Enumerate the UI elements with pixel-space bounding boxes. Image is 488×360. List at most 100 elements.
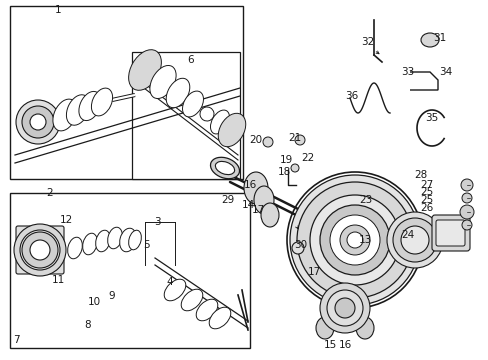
Text: 20: 20 [249, 135, 262, 145]
Circle shape [14, 224, 66, 276]
Text: 12: 12 [59, 215, 73, 225]
Ellipse shape [209, 307, 230, 329]
Ellipse shape [210, 110, 229, 134]
Text: 25: 25 [420, 187, 433, 197]
Text: 36: 36 [345, 91, 358, 101]
Circle shape [392, 218, 436, 262]
Circle shape [339, 225, 369, 255]
Bar [132, 52, 240, 179]
Bar [10, 6, 243, 179]
Circle shape [289, 175, 419, 305]
Text: 24: 24 [401, 230, 414, 240]
Circle shape [296, 182, 412, 298]
Ellipse shape [196, 299, 217, 321]
Circle shape [30, 240, 50, 260]
Ellipse shape [128, 230, 141, 250]
Text: 23: 23 [359, 195, 372, 205]
Text: 7: 7 [13, 335, 19, 345]
FancyBboxPatch shape [431, 215, 469, 251]
Ellipse shape [420, 33, 438, 47]
Ellipse shape [166, 78, 189, 108]
Text: 33: 33 [401, 67, 414, 77]
Text: 17: 17 [307, 267, 320, 277]
Circle shape [319, 205, 389, 275]
Circle shape [22, 232, 58, 268]
Text: 5: 5 [143, 240, 150, 250]
Circle shape [20, 230, 60, 270]
Circle shape [28, 238, 52, 262]
Ellipse shape [107, 227, 122, 249]
Ellipse shape [79, 91, 101, 121]
Ellipse shape [315, 317, 333, 339]
Text: 28: 28 [413, 170, 427, 180]
Text: 19: 19 [279, 155, 292, 165]
Circle shape [309, 195, 399, 285]
FancyBboxPatch shape [16, 226, 64, 274]
Text: 35: 35 [425, 113, 438, 123]
Text: 18: 18 [277, 167, 290, 177]
Circle shape [30, 114, 46, 130]
Text: 11: 11 [51, 275, 64, 285]
Circle shape [319, 283, 369, 333]
Text: 6: 6 [187, 55, 194, 65]
Circle shape [22, 106, 54, 138]
Circle shape [460, 179, 472, 191]
Ellipse shape [66, 95, 89, 125]
Ellipse shape [253, 186, 273, 214]
Ellipse shape [181, 289, 203, 311]
Text: 14: 14 [241, 200, 254, 210]
Text: 34: 34 [439, 67, 452, 77]
Ellipse shape [96, 230, 110, 252]
Ellipse shape [120, 228, 136, 252]
Text: 22: 22 [301, 153, 314, 163]
Text: 1: 1 [55, 5, 61, 15]
Circle shape [290, 164, 298, 172]
Circle shape [326, 290, 362, 326]
Ellipse shape [200, 107, 214, 121]
Ellipse shape [215, 161, 234, 175]
Text: 27: 27 [420, 180, 433, 190]
Ellipse shape [261, 203, 279, 227]
Circle shape [33, 243, 47, 257]
Text: 16: 16 [243, 180, 256, 190]
Text: 16: 16 [338, 340, 351, 350]
Ellipse shape [53, 99, 77, 131]
Circle shape [263, 137, 272, 147]
Text: 29: 29 [221, 195, 234, 205]
Text: 13: 13 [358, 235, 371, 245]
Text: 25: 25 [420, 195, 433, 205]
Ellipse shape [67, 237, 82, 259]
Ellipse shape [91, 88, 112, 116]
Text: 31: 31 [432, 33, 446, 43]
Circle shape [386, 212, 442, 268]
Text: 4: 4 [166, 277, 173, 287]
Ellipse shape [355, 317, 373, 339]
Circle shape [16, 100, 60, 144]
Text: 32: 32 [361, 37, 374, 47]
Bar [10, 193, 249, 348]
Circle shape [461, 193, 471, 203]
Ellipse shape [210, 157, 239, 179]
Circle shape [329, 215, 379, 265]
Ellipse shape [218, 113, 245, 147]
Text: 3: 3 [153, 217, 160, 227]
FancyBboxPatch shape [435, 220, 464, 246]
Circle shape [459, 205, 473, 219]
Ellipse shape [182, 91, 203, 117]
Text: 21: 21 [288, 133, 301, 143]
Ellipse shape [82, 233, 97, 255]
Ellipse shape [244, 172, 267, 204]
Ellipse shape [128, 50, 161, 90]
Circle shape [294, 135, 305, 145]
Ellipse shape [150, 66, 176, 99]
Circle shape [291, 242, 304, 254]
Ellipse shape [164, 279, 185, 301]
Text: 9: 9 [108, 291, 115, 301]
Circle shape [461, 220, 471, 230]
Text: 26: 26 [420, 203, 433, 213]
Circle shape [334, 298, 354, 318]
Text: 30: 30 [294, 240, 307, 250]
Text: 10: 10 [87, 297, 101, 307]
Circle shape [346, 232, 362, 248]
Text: 15: 15 [323, 340, 336, 350]
